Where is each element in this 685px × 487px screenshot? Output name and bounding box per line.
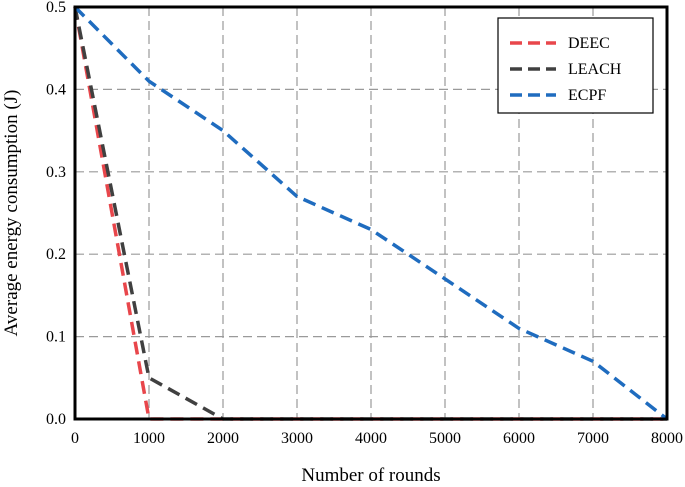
legend-label-ecpf: ECPF bbox=[568, 87, 606, 104]
y-tick-label: 0.5 bbox=[46, 0, 66, 16]
x-tick-label: 3000 bbox=[281, 430, 313, 447]
x-tick-label: 5000 bbox=[429, 430, 461, 447]
x-tick-label: 0 bbox=[71, 430, 79, 447]
grid-lines bbox=[75, 7, 667, 419]
y-axis-title: Average energy consumption (J) bbox=[1, 90, 22, 337]
y-tick-label: 0.1 bbox=[46, 329, 66, 346]
y-tick-label: 0.2 bbox=[46, 246, 66, 263]
x-tick-label: 6000 bbox=[503, 430, 535, 447]
x-axis-title: Number of rounds bbox=[301, 465, 440, 486]
y-tick-label: 0.3 bbox=[46, 164, 66, 181]
legend: DEEC LEACH ECPF bbox=[497, 17, 654, 114]
y-tick-label: 0.4 bbox=[46, 81, 66, 98]
x-tick-label: 2000 bbox=[207, 430, 239, 447]
legend-box bbox=[497, 17, 654, 114]
plot-frame bbox=[73, 5, 669, 421]
x-tick-label: 7000 bbox=[577, 430, 609, 447]
series-line-ecpf bbox=[73, 5, 669, 421]
legend-label-deec: DEEC bbox=[568, 35, 610, 52]
x-tick-label: 1000 bbox=[133, 430, 165, 447]
y-tick-label: 0.0 bbox=[46, 411, 66, 428]
tick-labels: 0 1000 2000 3000 4000 5000 6000 7000 8000 0.0 0.1 0… bbox=[46, 0, 683, 447]
x-tick-label: 8000 bbox=[651, 430, 683, 447]
x-tick-label: 4000 bbox=[355, 430, 387, 447]
legend-label-leach: LEACH bbox=[568, 61, 622, 78]
